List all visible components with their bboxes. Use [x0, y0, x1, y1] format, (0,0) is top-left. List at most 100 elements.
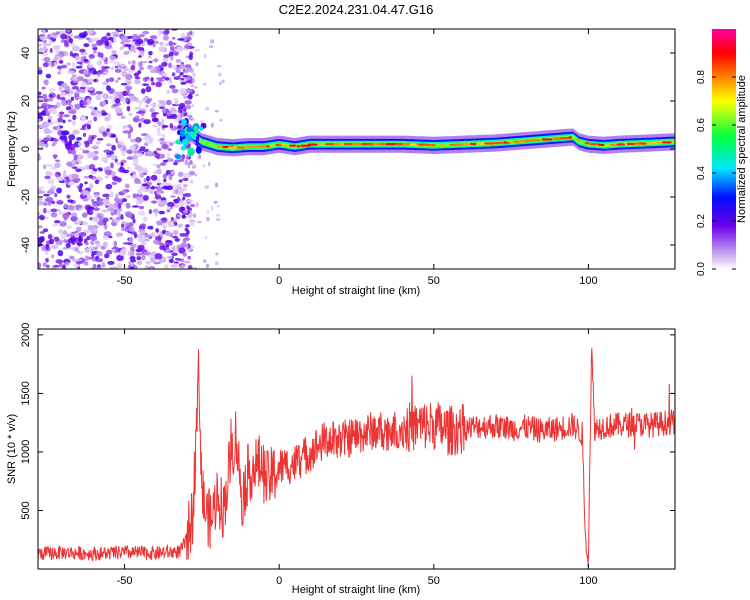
spectrogram-noise-cell: [190, 84, 195, 88]
spectrogram-noise-cell: [68, 37, 73, 44]
spectrogram-noise-cell: [138, 169, 143, 174]
spectrogram-noise-cell: [47, 233, 53, 240]
spectrogram-noise-cell: [177, 171, 184, 178]
snr-y-tick-label: 1500: [20, 381, 32, 405]
spectrogram-burst: [181, 118, 187, 126]
spectrogram-noise-cell: [56, 71, 62, 75]
spectrogram-noise-cell: [92, 51, 97, 54]
spectrogram-noise-cell: [43, 56, 51, 62]
spectrogram-noise-cell: [120, 162, 124, 167]
spectrogram-noise-cell: [83, 43, 90, 48]
spectrogram-noise-cell: [151, 200, 158, 204]
spectrogram-noise-cell: [75, 65, 83, 69]
spectrogram-noise-cell: [159, 183, 166, 186]
spectrogram-noise-cell: [114, 79, 119, 83]
spectrogram-noise-cell: [44, 163, 53, 167]
spectrogram-noise-cell: [59, 221, 67, 227]
spectrogram-noise-cell: [114, 65, 119, 69]
spectrogram-noise-cell: [138, 55, 142, 58]
spectrogram-noise-cell: [153, 58, 159, 63]
spectrogram-noise-cell: [158, 29, 162, 34]
spectrogram-noise-cell: [134, 76, 141, 80]
spectrogram-noise-cell: [168, 62, 172, 69]
spectrogram-noise-cell: [59, 91, 67, 97]
spectrogram-noise-cell: [74, 232, 80, 238]
spectrogram-noise-cell: [45, 243, 49, 250]
spectrogram-noise-cell: [127, 60, 131, 65]
spectrogram-noise-cell: [119, 63, 126, 68]
spectrogram-noise-cell: [102, 112, 108, 116]
spectrogram-noise-cell: [121, 144, 127, 151]
spectrogram-noise-cell: [38, 196, 42, 202]
spectrogram-noise-cell: [38, 69, 43, 75]
spectrogram-noise-cell: [132, 154, 139, 161]
spectrogram-noise-cell: [69, 88, 74, 95]
spectrogram-noise-cell: [42, 93, 48, 99]
spectrogram-noise-cell: [123, 50, 130, 55]
spectrogram-noise-cell: [62, 239, 68, 243]
spectrogram-noise-cell: [178, 247, 186, 254]
spectrogram-noise-cell: [129, 45, 136, 52]
spectrogram-noise-cell: [117, 203, 122, 210]
spectrogram-noise-cell: [172, 36, 176, 40]
spectrogram-noise-cell: [106, 143, 112, 147]
spectrogram-noise-cell: [71, 173, 79, 180]
spectrogram-noise-cell: [64, 261, 70, 266]
spectrogram-x-label: Height of straight line (km): [292, 285, 420, 297]
spectrogram-noise-cell: [91, 202, 98, 207]
spectrogram-noise-cell: [194, 86, 198, 89]
spectrogram-noise-cell: [98, 168, 103, 172]
spectrogram-noise-cell: [48, 39, 53, 45]
spectrogram-noise-cell: [110, 135, 117, 138]
spectrogram-noise-cell: [184, 227, 189, 232]
spectrogram-noise-cell: [45, 196, 54, 202]
spectrogram-noise-cell: [99, 198, 104, 202]
snr-y-label: SNR (10 * v/v): [6, 414, 18, 484]
spectrogram-peak-segment: [377, 143, 389, 146]
spectrogram-noise-cell: [120, 214, 124, 220]
spectrogram-noise-cell: [159, 137, 165, 141]
spectrogram-noise-cell: [188, 219, 196, 223]
spectrogram-noise-cell: [57, 117, 63, 123]
spectrogram-noise-cell: [166, 201, 175, 208]
spectrogram-noise-cell: [71, 77, 78, 81]
spectrogram-noise-cell: [191, 104, 195, 107]
colorbar-tick-label: 0.8: [696, 70, 707, 84]
spectrogram-noise-cell: [55, 174, 60, 178]
spectrogram-noise-cell: [93, 79, 97, 83]
spectrogram-noise-cell: [178, 201, 186, 207]
spectrogram-noise-cell: [83, 69, 89, 75]
spectrogram-noise-cell: [179, 232, 187, 237]
spectrogram-noise-cell: [141, 254, 146, 261]
spectrogram-peak-segment: [532, 139, 540, 142]
spectrogram-noise-cell: [58, 59, 64, 64]
spectrogram-noise-cell: [126, 195, 131, 198]
spectrogram-noise-cell: [76, 178, 81, 182]
spectrogram-noise-cell: [64, 138, 68, 144]
spectrogram-noise-speckle: [38, 29, 225, 269]
spectrogram-noise-cell: [145, 104, 149, 108]
spectrogram-noise-cell: [156, 164, 161, 168]
snr-series-line: [38, 348, 675, 567]
spectrogram-noise-cell: [90, 170, 97, 175]
spectrogram-noise-cell: [190, 203, 195, 208]
spectrogram-peak-segment: [418, 143, 426, 146]
spectrogram-noise-cell: [38, 66, 42, 71]
spectrogram-noise-cell: [168, 259, 174, 263]
spectrogram-noise-cell: [139, 146, 146, 149]
spectrogram-noise-cell: [121, 70, 128, 77]
spectrogram-noise-cell: [172, 188, 176, 195]
spectrogram-x-tick-label: -50: [117, 275, 133, 287]
spectrogram-noise-cell: [162, 57, 169, 63]
spectrogram-noise-cell: [133, 72, 140, 77]
spectrogram-noise-cell: [58, 51, 65, 58]
spectrogram-peak-segment: [280, 143, 288, 146]
spectrogram-noise-cell: [171, 252, 178, 256]
spectrogram-noise-cell: [122, 169, 130, 174]
spectrogram-noise-cell: [210, 122, 214, 128]
spectrogram-noise-cell: [166, 220, 173, 225]
spectrogram-noise-cell: [129, 266, 135, 269]
spectrogram-noise-cell: [213, 200, 218, 204]
spectrogram-noise-cell: [164, 264, 169, 269]
spectrogram-noise-cell: [160, 218, 167, 221]
